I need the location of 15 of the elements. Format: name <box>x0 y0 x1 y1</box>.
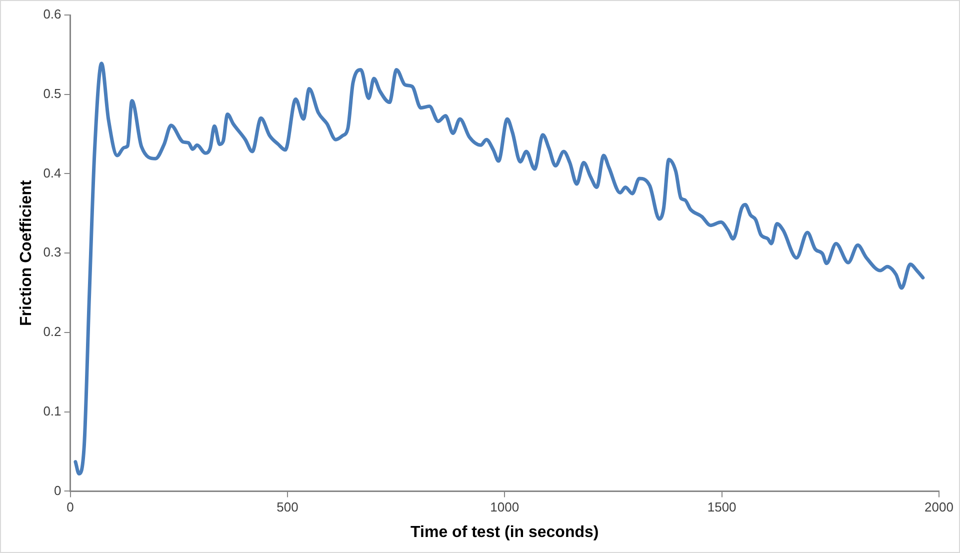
line-series <box>74 62 925 476</box>
y-tick-label: 0.5 <box>43 86 62 101</box>
y-tick-label: 0.1 <box>43 403 62 418</box>
x-tick-label: 1000 <box>490 500 520 515</box>
y-tick-label: 0.4 <box>43 165 62 180</box>
x-tick-label: 500 <box>276 500 298 515</box>
x-axis-title: Time of test (in seconds) <box>410 524 599 541</box>
y-tick-label: 0.2 <box>43 324 62 340</box>
y-axis-title: Friction Coefficient <box>18 180 36 326</box>
x-tick-label: 2000 <box>924 500 954 515</box>
x-tick-label: 0 <box>66 500 74 515</box>
y-tick-label: 0.3 <box>43 244 62 260</box>
y-tick-label: 0.6 <box>43 6 62 22</box>
x-tick-label: 1500 <box>707 500 736 515</box>
y-tick-label: 0 <box>54 482 62 498</box>
